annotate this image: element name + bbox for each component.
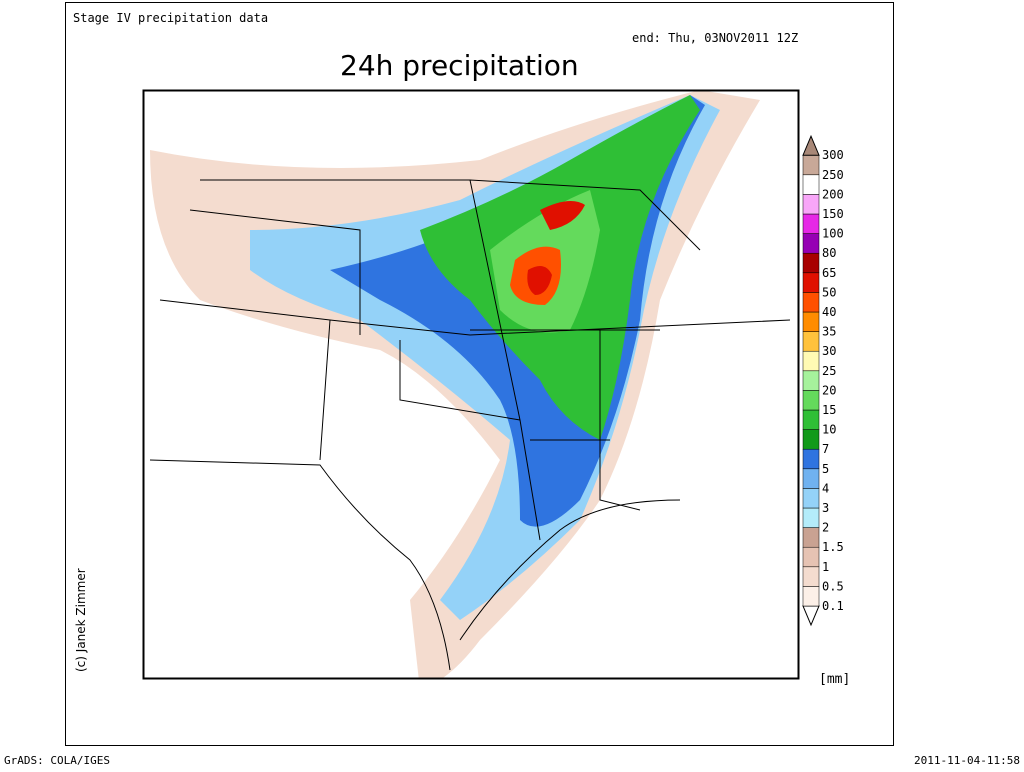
legend-label: 100 xyxy=(822,227,844,241)
legend-label: 50 xyxy=(822,285,836,299)
legend-label: 20 xyxy=(822,383,836,397)
colorbar-box xyxy=(802,350,820,372)
colorbar-box xyxy=(802,409,820,430)
legend-label: 1 xyxy=(822,560,829,574)
footer-right: 2011-11-04-11:58 xyxy=(914,754,1020,767)
legend-label: 80 xyxy=(822,246,836,260)
legend-label: 65 xyxy=(822,266,836,280)
source-label: Stage IV precipitation data xyxy=(73,11,268,25)
legend-label: 15 xyxy=(822,403,836,417)
legend-label: 7 xyxy=(822,442,829,456)
legend-label: 250 xyxy=(822,168,844,182)
legend-label: 5 xyxy=(822,462,829,476)
map-title: 24h precipitation xyxy=(340,49,579,82)
precip-field xyxy=(150,90,760,678)
legend-label: 40 xyxy=(822,305,836,319)
legend-label: 300 xyxy=(822,148,844,162)
colorbar-box xyxy=(802,252,820,274)
colorbar-box xyxy=(802,507,820,528)
boundaries xyxy=(149,179,791,671)
legend-label: 0.5 xyxy=(822,579,844,593)
colorbar: 0.1 0.5 1 1.5 2 3 4 5 7 10 15 20 25 30 35 40 50 65 80 100 15… xyxy=(802,134,844,627)
colorbar-box xyxy=(802,311,820,332)
legend-label: 3 xyxy=(822,501,829,515)
legend-label: 25 xyxy=(822,364,836,378)
credit: (c) Janek Zimmer xyxy=(74,568,88,672)
legend-unit: [mm] xyxy=(819,672,850,687)
map-border xyxy=(142,89,800,680)
legend-label: 1.5 xyxy=(822,540,844,554)
legend-label: 200 xyxy=(822,187,844,201)
colorbar-box xyxy=(802,154,820,176)
legend-label: 30 xyxy=(822,344,836,358)
colorbar-box xyxy=(802,213,820,234)
colorbar-box xyxy=(802,468,820,489)
colorbar-box xyxy=(802,546,820,568)
footer-left: GrADS: COLA/IGES xyxy=(4,754,110,767)
colorbar-box xyxy=(802,390,820,411)
colorbar-box xyxy=(802,292,820,313)
colorbar-box xyxy=(802,370,820,391)
legend-label: 10 xyxy=(822,423,836,437)
colorbar-box xyxy=(802,194,820,215)
map xyxy=(142,89,800,680)
colorbar-box xyxy=(802,272,820,293)
legend-label: 2 xyxy=(822,521,829,535)
legend-label: 35 xyxy=(822,325,836,339)
colorbar-box xyxy=(802,331,820,352)
colorbar-box xyxy=(802,448,820,470)
colorbar-box xyxy=(802,429,820,450)
legend-label: 4 xyxy=(822,481,829,495)
colorbar-box xyxy=(802,586,820,607)
colorbar-box xyxy=(802,233,820,254)
end-time: end: Thu, 03NOV2011 12Z xyxy=(632,31,798,45)
colorbar-end xyxy=(802,134,820,156)
colorbar-box xyxy=(802,527,820,548)
colorbar-box xyxy=(802,174,820,195)
legend-label: 0.1 xyxy=(822,599,844,613)
colorbar-box xyxy=(802,566,820,587)
colorbar-box xyxy=(802,488,820,509)
legend-label: 150 xyxy=(822,207,844,221)
